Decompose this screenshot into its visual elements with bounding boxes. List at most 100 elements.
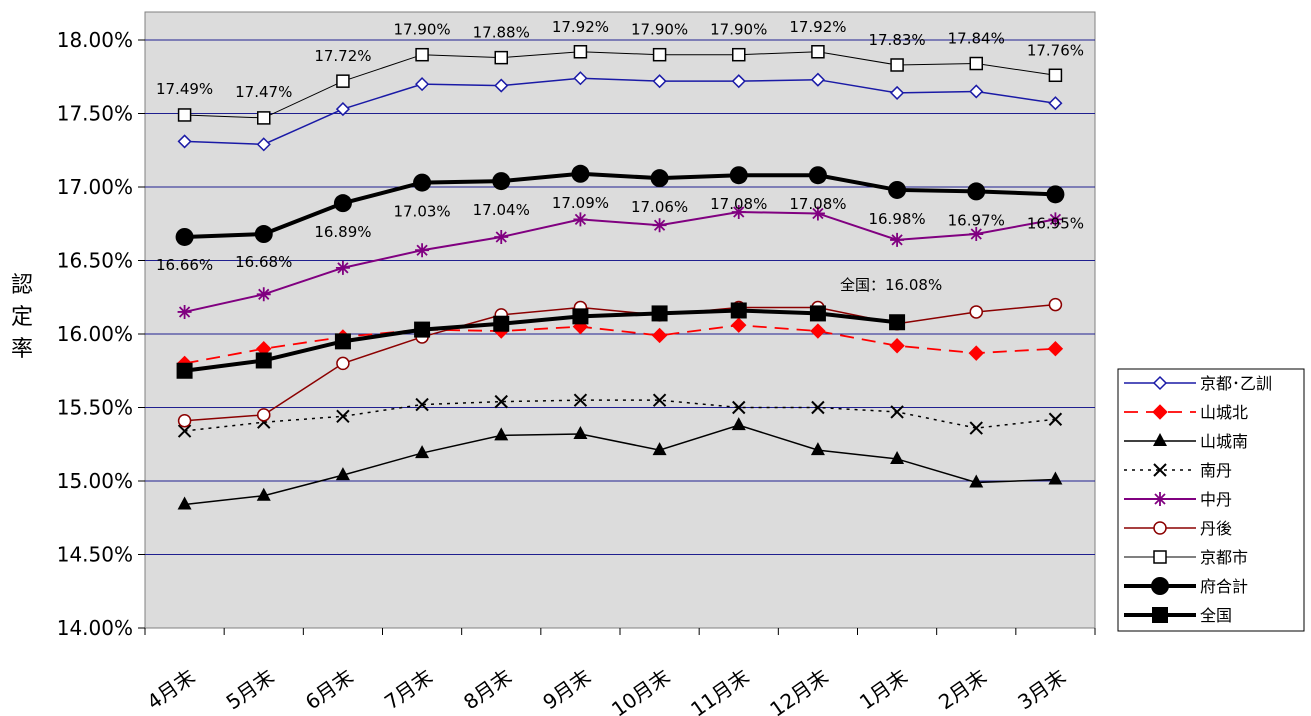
x-tick-label: 10月末 bbox=[607, 664, 674, 716]
legend-item: 京都市 bbox=[1124, 548, 1248, 567]
data-label: 16.97% bbox=[948, 211, 1005, 229]
data-label: 17.04% bbox=[473, 201, 530, 219]
data-label: 17.88% bbox=[473, 24, 530, 42]
data-label: 17.08% bbox=[710, 195, 767, 213]
data-point bbox=[494, 394, 508, 409]
data-point bbox=[256, 287, 271, 302]
data-point bbox=[808, 166, 827, 185]
data-point bbox=[652, 442, 667, 456]
data-point bbox=[573, 45, 588, 59]
series-府合計 bbox=[175, 164, 1065, 246]
data-point bbox=[257, 408, 271, 422]
y-tick-label: 18.00% bbox=[57, 28, 133, 52]
series-line bbox=[184, 303, 1056, 422]
data-point bbox=[257, 111, 271, 125]
y-axis-label: 認定率 bbox=[11, 273, 33, 362]
data-point bbox=[732, 47, 746, 62]
series-中丹 bbox=[177, 204, 1063, 319]
data-point bbox=[968, 345, 984, 361]
legend-label: 府合計 bbox=[1200, 577, 1248, 596]
data-point bbox=[650, 169, 669, 188]
series-line bbox=[184, 399, 1056, 432]
legend-label: 丹後 bbox=[1200, 519, 1232, 538]
x-axis-ticks: 4月末 5月末 6月末 7月末 8月末 9月末 10月末 11月末 12月末 1月末 2月末 3月末 bbox=[142, 628, 1096, 716]
data-point bbox=[415, 243, 430, 258]
series-南丹 bbox=[177, 393, 1063, 438]
x-tick-label: 11月末 bbox=[686, 664, 753, 716]
data-point bbox=[651, 305, 668, 322]
y-tick-label: 14.00% bbox=[57, 616, 133, 640]
data-point bbox=[969, 305, 983, 319]
legend-item: 南丹 bbox=[1124, 461, 1232, 480]
data-point bbox=[573, 393, 588, 407]
legend-item: 京都･乙訓 bbox=[1124, 374, 1272, 393]
data-point bbox=[1046, 185, 1065, 204]
legend-label: 南丹 bbox=[1200, 461, 1232, 480]
data-point bbox=[494, 229, 509, 244]
legend-label: 山城南 bbox=[1200, 432, 1248, 451]
data-point bbox=[1048, 412, 1063, 426]
data-label: 17.06% bbox=[631, 198, 688, 216]
y-tick-label: 16.50% bbox=[57, 249, 133, 273]
data-label: 17.08% bbox=[789, 195, 846, 213]
data-label: 17.09% bbox=[552, 194, 609, 212]
x-tick-label: 4月末 bbox=[142, 664, 199, 714]
data-point bbox=[889, 314, 906, 331]
data-point bbox=[890, 85, 905, 100]
data-label: 17.83% bbox=[868, 31, 925, 49]
data-point bbox=[1152, 404, 1168, 420]
x-tick-label: 7月末 bbox=[380, 664, 437, 714]
data-point bbox=[890, 450, 905, 464]
data-point bbox=[890, 232, 905, 247]
data-point bbox=[969, 474, 984, 488]
data-point bbox=[1153, 492, 1167, 506]
data-point bbox=[572, 308, 589, 325]
data-point bbox=[256, 487, 271, 501]
legend-item: 山城南 bbox=[1124, 432, 1248, 451]
data-point bbox=[336, 409, 350, 424]
data-point bbox=[810, 72, 825, 87]
data-point bbox=[810, 206, 825, 221]
data-labels-layer: 17.49% 17.47% 17.72% 17.90% 17.88% 17.92% 17.9… bbox=[156, 18, 1084, 274]
series-line bbox=[184, 171, 1056, 239]
data-point bbox=[177, 424, 192, 438]
data-point bbox=[731, 317, 747, 333]
data-label: 17.92% bbox=[789, 18, 846, 36]
data-point bbox=[651, 327, 668, 344]
series-line bbox=[184, 51, 1056, 119]
data-point bbox=[1048, 471, 1063, 485]
data-point bbox=[969, 84, 984, 99]
series-line bbox=[184, 308, 898, 373]
data-point bbox=[334, 333, 351, 350]
x-tick-label: 9月末 bbox=[538, 664, 595, 714]
data-point bbox=[175, 227, 194, 246]
x-tick-label: 12月末 bbox=[765, 664, 832, 716]
data-point bbox=[494, 78, 509, 93]
x-tick-label: 1月末 bbox=[855, 664, 912, 714]
y-tick-label: 16.00% bbox=[57, 322, 133, 346]
data-point bbox=[810, 323, 826, 339]
series-京都市 bbox=[177, 45, 1063, 125]
data-point bbox=[969, 56, 983, 71]
data-point bbox=[256, 137, 271, 152]
grid-lines bbox=[145, 39, 1095, 555]
data-point bbox=[255, 352, 272, 369]
annotation-national: 全国：16.08% bbox=[840, 276, 942, 294]
series-山城南 bbox=[177, 417, 1063, 510]
data-point bbox=[1152, 375, 1168, 391]
data-point bbox=[729, 166, 748, 185]
data-point bbox=[336, 356, 350, 371]
data-point bbox=[335, 260, 350, 275]
x-tick-label: 3月末 bbox=[1013, 664, 1070, 714]
series-line bbox=[184, 324, 1056, 365]
data-point bbox=[731, 204, 746, 219]
data-point bbox=[415, 397, 429, 412]
data-point bbox=[1048, 68, 1063, 83]
data-point bbox=[336, 74, 350, 88]
data-point bbox=[1152, 607, 1168, 623]
data-label: 17.47% bbox=[235, 83, 292, 101]
data-point bbox=[652, 74, 667, 89]
data-point bbox=[652, 218, 667, 233]
data-point bbox=[415, 445, 430, 459]
